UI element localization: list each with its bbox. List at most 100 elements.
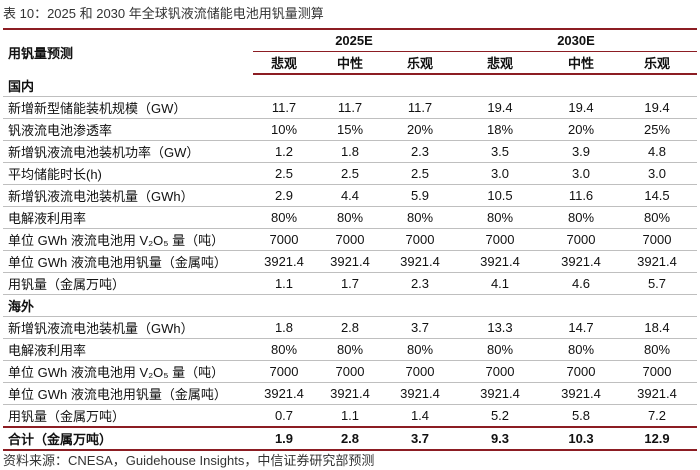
scenario-header: 中性: [545, 51, 617, 75]
cell: 2.3: [385, 140, 455, 163]
cell: 80%: [253, 338, 315, 361]
cell: 80%: [385, 206, 455, 229]
cell: 3.7: [385, 316, 455, 339]
cell: 15%: [315, 118, 385, 141]
cell: 7000: [617, 228, 697, 251]
data-row: 单位 GWh 液流电池用 V₂O₅ 量（吨） 7000 7000 7000 7000 70…: [3, 360, 697, 383]
cell: 3921.4: [545, 250, 617, 273]
data-row: 用钒量（金属万吨） 1.1 1.7 2.3 4.1 4.6 5.7: [3, 272, 697, 295]
cell: 12.9: [617, 426, 697, 451]
row-label: 单位 GWh 液流电池用钒量（金属吨）: [3, 250, 253, 273]
cell: 3.9: [545, 140, 617, 163]
source-note: 资料来源：CNESA，Guidehouse Insights，中信证券研究部预测: [3, 453, 375, 468]
row-label: 合计（金属万吨）: [3, 426, 253, 451]
data-row: 新增钒液流电池装机功率（GW） 1.2 1.8 2.3 3.5 3.9 4.8: [3, 140, 697, 163]
data-table: 用钒量预测 2025E 2030E 悲观 中性 乐观 悲观 中性 乐观 国内 新增新型储能装机规模（…: [3, 28, 697, 451]
cell: 7000: [617, 360, 697, 383]
header-row: 悲观 中性 乐观 悲观 中性 乐观: [3, 51, 697, 75]
data-row: 单位 GWh 液流电池用钒量（金属吨） 3921.4 3921.4 3921.4 392…: [3, 382, 697, 405]
row-label: 新增钒液流电池装机量（GWh）: [3, 184, 253, 207]
cell: 2.3: [385, 272, 455, 295]
cell: 3921.4: [617, 250, 697, 273]
cell: 3921.4: [545, 382, 617, 405]
cell: 3921.4: [315, 250, 385, 273]
scenario-header: 乐观: [617, 51, 697, 75]
row-label: 单位 GWh 液流电池用 V₂O₅ 量（吨）: [3, 228, 253, 251]
cell: 7000: [253, 228, 315, 251]
scenario-header: 悲观: [253, 51, 315, 75]
row-label: 新增钒液流电池装机功率（GW）: [3, 140, 253, 163]
row-label: 电解液利用率: [3, 206, 253, 229]
cell: 2.9: [253, 184, 315, 207]
cell: 3921.4: [617, 382, 697, 405]
cell: 1.1: [315, 404, 385, 428]
cell: 7000: [455, 360, 545, 383]
cell: 3921.4: [385, 250, 455, 273]
cell: 4.8: [617, 140, 697, 163]
cell: 11.7: [253, 96, 315, 119]
cell: 80%: [617, 206, 697, 229]
cell: 7000: [545, 228, 617, 251]
section-label: 海外: [3, 294, 697, 317]
cell: 7000: [253, 360, 315, 383]
cell: 80%: [455, 338, 545, 361]
cell: 5.2: [455, 404, 545, 428]
cell: 3921.4: [253, 382, 315, 405]
cell: 4.4: [315, 184, 385, 207]
cell: 1.1: [253, 272, 315, 295]
cell: 5.9: [385, 184, 455, 207]
scenario-header: 悲观: [455, 51, 545, 75]
cell: 80%: [455, 206, 545, 229]
data-row: 平均储能时长(h) 2.5 2.5 2.5 3.0 3.0 3.0: [3, 162, 697, 185]
cell: 3.5: [455, 140, 545, 163]
data-row: 电解液利用率 80% 80% 80% 80% 80% 80%: [3, 206, 697, 229]
data-row: 新增钒液流电池装机量（GWh） 1.8 2.8 3.7 13.3 14.7 18.4: [3, 316, 697, 339]
scenario-header: 中性: [315, 51, 385, 75]
cell: 80%: [617, 338, 697, 361]
cell: 5.7: [617, 272, 697, 295]
cell: 14.7: [545, 316, 617, 339]
row-label: 电解液利用率: [3, 338, 253, 361]
cell: 3.7: [385, 426, 455, 451]
data-row: 单位 GWh 液流电池用钒量（金属吨） 3921.4 3921.4 3921.4 392…: [3, 250, 697, 273]
row-label: 新增新型储能装机规模（GW）: [3, 96, 253, 119]
group-header: 2025E: [253, 28, 455, 52]
cell: 19.4: [617, 96, 697, 119]
cell: 80%: [253, 206, 315, 229]
cell: 11.7: [385, 96, 455, 119]
cell: 7000: [315, 228, 385, 251]
cell: 2.8: [315, 426, 385, 451]
cell: 20%: [385, 118, 455, 141]
table-title: 表 10：2025 和 2030 年全球钒液流储能电池用钒量测算: [3, 6, 324, 21]
cell: 1.8: [253, 316, 315, 339]
data-row: 电解液利用率 80% 80% 80% 80% 80% 80%: [3, 338, 697, 361]
cell: 1.8: [315, 140, 385, 163]
section-row: 海外: [3, 294, 697, 317]
data-row: 新增钒液流电池装机量（GWh） 2.9 4.4 5.9 10.5 11.6 14.5: [3, 184, 697, 207]
row-label: 用钒量（金属万吨）: [3, 272, 253, 295]
cell: 10.3: [545, 426, 617, 451]
cell: 1.4: [385, 404, 455, 428]
cell: 7.2: [617, 404, 697, 428]
cell: 3.0: [455, 162, 545, 185]
cell: 19.4: [455, 96, 545, 119]
cell: 3921.4: [385, 382, 455, 405]
cell: 2.5: [385, 162, 455, 185]
cell: 1.9: [253, 426, 315, 451]
cell: 4.6: [545, 272, 617, 295]
row-label: 新增钒液流电池装机量（GWh）: [3, 316, 253, 339]
cell: 11.7: [315, 96, 385, 119]
cell: 3921.4: [315, 382, 385, 405]
row-label: 单位 GWh 液流电池用钒量（金属吨）: [3, 382, 253, 405]
cell: 14.5: [617, 184, 697, 207]
table-body: 用钒量预测 2025E 2030E 悲观 中性 乐观 悲观 中性 乐观 国内 新增新型储能装机规模（…: [3, 28, 697, 451]
cell: 18%: [455, 118, 545, 141]
cell: 10%: [253, 118, 315, 141]
cell: 20%: [545, 118, 617, 141]
cell: 2.5: [253, 162, 315, 185]
cell: 80%: [385, 338, 455, 361]
row-label: 单位 GWh 液流电池用 V₂O₅ 量（吨）: [3, 360, 253, 383]
cell: 3921.4: [455, 250, 545, 273]
cell: 5.8: [545, 404, 617, 428]
